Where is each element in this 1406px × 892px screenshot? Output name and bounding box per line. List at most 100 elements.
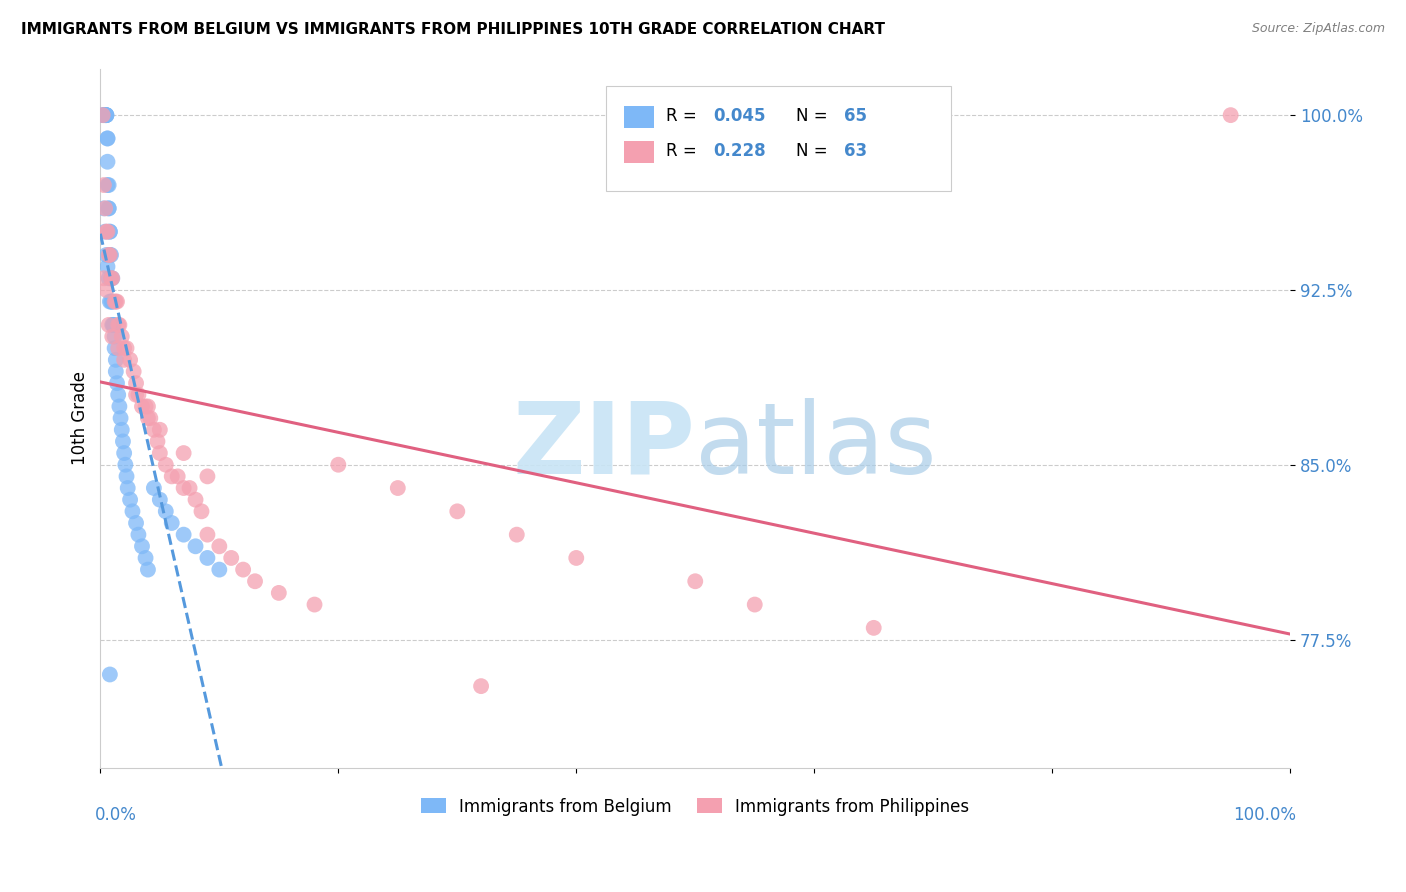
Point: [446, 504, 468, 518]
Point: [98, 294, 121, 309]
Point: [155, 504, 177, 518]
Point: [387, 481, 409, 495]
Point: [219, 551, 242, 566]
Point: [96, 131, 118, 145]
Point: [96, 108, 118, 122]
Point: [744, 598, 766, 612]
Point: [127, 388, 149, 402]
Point: [862, 621, 884, 635]
Point: [105, 294, 128, 309]
Point: [104, 364, 127, 378]
Point: [131, 539, 153, 553]
Point: [127, 527, 149, 541]
Text: R =: R =: [665, 107, 702, 125]
Point: [110, 411, 132, 425]
Point: [101, 318, 124, 332]
Point: [136, 411, 159, 425]
Point: [107, 318, 129, 332]
Point: [160, 469, 183, 483]
Point: [105, 376, 128, 391]
Point: [184, 492, 207, 507]
Point: [232, 563, 254, 577]
Point: [108, 318, 131, 332]
Point: [96, 260, 118, 274]
Point: [243, 574, 266, 589]
Point: [100, 271, 122, 285]
Point: [104, 294, 127, 309]
Legend: Immigrants from Belgium, Immigrants from Philippines: Immigrants from Belgium, Immigrants from…: [415, 791, 976, 822]
Point: [120, 352, 142, 367]
Point: [91, 108, 114, 122]
Point: [125, 516, 148, 530]
Point: [120, 492, 142, 507]
Point: [304, 598, 326, 612]
Point: [96, 225, 118, 239]
Point: [179, 481, 201, 495]
Point: [112, 446, 135, 460]
Point: [98, 248, 121, 262]
Point: [94, 225, 117, 239]
Point: [96, 225, 118, 239]
Point: [93, 202, 115, 216]
Point: [139, 411, 162, 425]
Point: [208, 563, 231, 577]
Point: [101, 271, 124, 285]
Point: [104, 294, 127, 309]
Point: [111, 434, 134, 449]
Point: [97, 248, 120, 262]
Point: [98, 225, 121, 239]
Point: [96, 283, 118, 297]
Point: [683, 574, 706, 589]
Point: [91, 108, 114, 122]
Point: [125, 376, 148, 391]
Point: [136, 563, 159, 577]
Text: N =: N =: [796, 142, 834, 160]
Text: 0.045: 0.045: [713, 107, 766, 125]
Point: [565, 551, 588, 566]
Point: [96, 108, 118, 122]
Point: [149, 492, 172, 507]
Point: [135, 400, 157, 414]
Bar: [624, 141, 654, 163]
Text: 63: 63: [844, 142, 868, 160]
Point: [108, 400, 131, 414]
Point: [122, 364, 145, 378]
Bar: [624, 105, 654, 128]
Text: 0.0%: 0.0%: [94, 806, 136, 824]
Point: [93, 108, 115, 122]
Text: atlas: atlas: [695, 398, 936, 494]
Point: [103, 318, 125, 332]
Point: [98, 225, 121, 239]
Point: [104, 352, 127, 367]
Point: [131, 400, 153, 414]
Point: [96, 131, 118, 145]
Text: IMMIGRANTS FROM BELGIUM VS IMMIGRANTS FROM PHILIPPINES 10TH GRADE CORRELATION CH: IMMIGRANTS FROM BELGIUM VS IMMIGRANTS FR…: [21, 22, 886, 37]
Point: [96, 154, 118, 169]
Point: [166, 469, 188, 483]
Point: [112, 352, 135, 367]
Text: 65: 65: [844, 107, 868, 125]
Point: [190, 504, 212, 518]
Point: [93, 271, 115, 285]
Point: [111, 329, 134, 343]
Point: [94, 108, 117, 122]
Point: [470, 679, 492, 693]
Y-axis label: 10th Grade: 10th Grade: [72, 371, 89, 465]
Point: [94, 202, 117, 216]
Point: [97, 202, 120, 216]
Point: [96, 108, 118, 122]
Text: Source: ZipAtlas.com: Source: ZipAtlas.com: [1251, 22, 1385, 36]
Point: [101, 271, 124, 285]
Point: [97, 318, 120, 332]
Point: [197, 469, 219, 483]
Point: [97, 178, 120, 192]
Text: 0.228: 0.228: [713, 142, 766, 160]
FancyBboxPatch shape: [606, 86, 950, 191]
Point: [97, 202, 120, 216]
Point: [117, 481, 139, 495]
Point: [96, 248, 118, 262]
Point: [98, 248, 121, 262]
Text: ZIP: ZIP: [512, 398, 695, 494]
Point: [146, 434, 169, 449]
Point: [125, 388, 148, 402]
